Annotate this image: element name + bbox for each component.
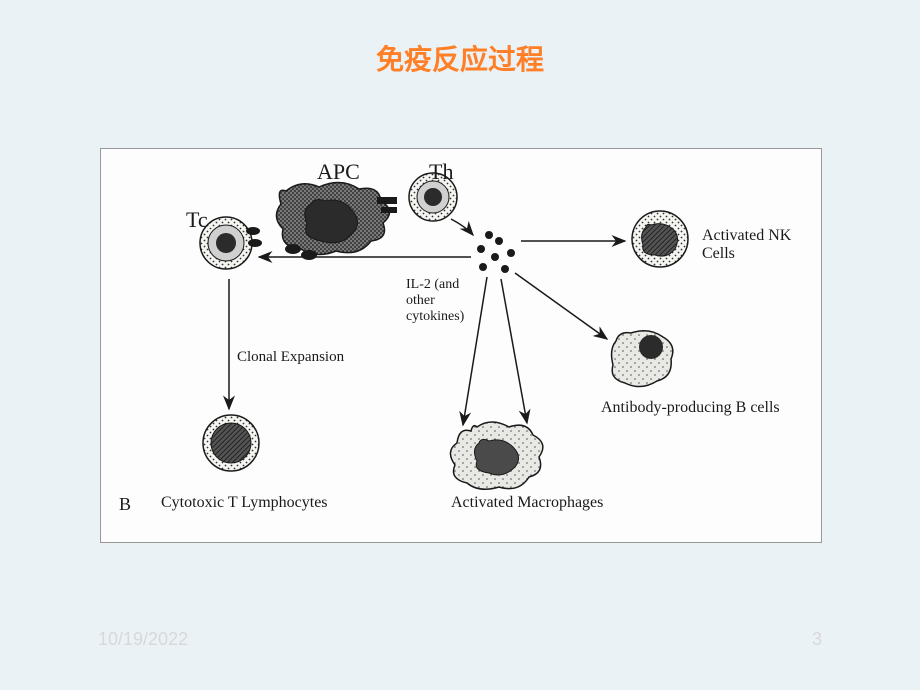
label-clonal: Clonal Expansion bbox=[237, 349, 344, 366]
footer-page: 3 bbox=[812, 629, 822, 650]
label-panel-b: B bbox=[119, 494, 131, 515]
label-bcells: Antibody-producing B cells bbox=[601, 399, 780, 417]
label-il2-2: other bbox=[406, 293, 435, 309]
label-apc: APC bbox=[317, 159, 360, 185]
label-tc: Tc bbox=[186, 207, 208, 233]
label-il2-3: cytokines) bbox=[406, 309, 464, 325]
apc-cell bbox=[276, 182, 397, 260]
label-macro: Activated Macrophages bbox=[451, 494, 603, 512]
label-il2-1: IL-2 (and bbox=[406, 277, 459, 293]
cytokine-dots bbox=[477, 231, 515, 273]
bcell bbox=[612, 331, 673, 387]
footer-date: 10/19/2022 bbox=[98, 629, 188, 650]
nk-cell bbox=[632, 211, 688, 267]
diagram-svg bbox=[101, 149, 823, 544]
page-title: 免疫反应过程 bbox=[0, 0, 920, 78]
tc-cell bbox=[200, 217, 262, 269]
label-nk-2: Cells bbox=[702, 245, 735, 263]
label-th: Th bbox=[429, 159, 453, 185]
label-nk-1: Activated NK bbox=[702, 227, 791, 245]
ctl-cell bbox=[203, 415, 259, 471]
title-text: 免疫反应过程 bbox=[376, 44, 544, 75]
label-ctl: Cytotoxic T Lymphocytes bbox=[161, 494, 328, 512]
diagram-container: APC Th Tc IL-2 (and other cytokines) Clo… bbox=[100, 148, 822, 543]
macrophage-cell bbox=[450, 422, 542, 489]
